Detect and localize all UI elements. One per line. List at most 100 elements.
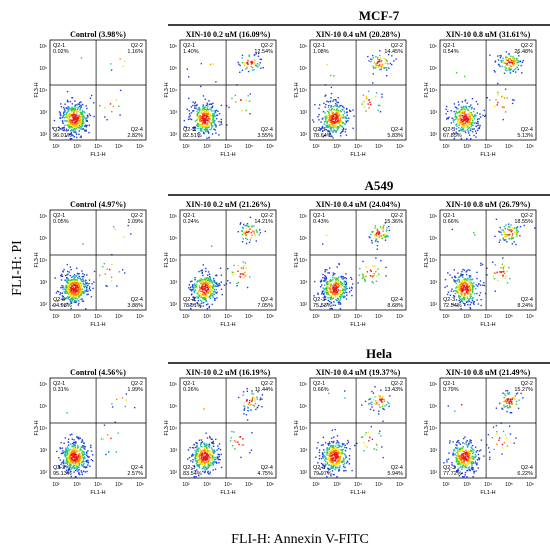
- data-point: [381, 235, 382, 236]
- data-point: [80, 460, 81, 461]
- data-point: [505, 63, 506, 64]
- data-point: [205, 282, 206, 283]
- data-point: [212, 63, 213, 64]
- data-point: [246, 66, 247, 67]
- data-point: [338, 97, 339, 98]
- data-point: [476, 299, 477, 300]
- data-point: [379, 105, 380, 106]
- data-point: [337, 278, 338, 279]
- data-point: [464, 123, 465, 124]
- data-point: [341, 446, 342, 447]
- data-point: [250, 217, 251, 218]
- data-point: [239, 65, 240, 66]
- data-point: [87, 115, 88, 116]
- data-point: [73, 118, 74, 119]
- data-point: [213, 280, 214, 281]
- data-point: [345, 129, 346, 130]
- data-point: [373, 275, 374, 276]
- x-tick-label: 10⁴: [484, 314, 492, 320]
- data-point: [72, 296, 73, 297]
- data-point: [71, 97, 72, 98]
- data-point: [89, 114, 90, 115]
- data-point: [374, 235, 375, 236]
- data-point: [375, 400, 376, 401]
- y-tick-label: 10²: [40, 132, 48, 138]
- data-point: [349, 458, 350, 459]
- data-point: [207, 103, 208, 104]
- data-point: [205, 131, 206, 132]
- data-point: [205, 111, 206, 112]
- data-point: [318, 114, 319, 115]
- data-point: [372, 266, 373, 267]
- data-point: [497, 102, 498, 103]
- data-point: [480, 292, 481, 293]
- data-point: [246, 243, 247, 244]
- data-point: [83, 463, 84, 464]
- data-point: [445, 279, 446, 280]
- data-point: [330, 118, 331, 119]
- data-point: [196, 443, 197, 444]
- quadrant-value: 78.64%: [313, 133, 332, 139]
- data-point: [337, 435, 338, 436]
- data-point: [335, 288, 336, 289]
- y-tick-label: 10⁴: [299, 258, 307, 264]
- data-point: [337, 106, 338, 107]
- data-point: [212, 449, 213, 450]
- data-point: [332, 430, 333, 431]
- data-point: [79, 465, 80, 466]
- y-tick-label: 10⁶: [169, 382, 177, 388]
- data-point: [329, 455, 330, 456]
- data-point: [333, 284, 334, 285]
- data-point: [331, 126, 332, 127]
- data-point: [471, 279, 472, 280]
- data-point: [246, 225, 247, 226]
- data-point: [242, 70, 243, 71]
- data-point: [192, 105, 193, 106]
- data-point: [506, 70, 507, 71]
- data-point: [341, 109, 342, 110]
- data-point: [464, 436, 465, 437]
- data-point: [82, 289, 83, 290]
- data-point: [77, 461, 78, 462]
- data-point: [344, 295, 345, 296]
- x-tick-label: 10⁵: [375, 314, 383, 320]
- data-point: [69, 289, 70, 290]
- data-point: [209, 436, 210, 437]
- data-point: [208, 446, 209, 447]
- data-point: [200, 291, 201, 292]
- data-point: [340, 294, 341, 295]
- plot-title: XIN-10 0.2 uM (16.19%): [186, 368, 271, 377]
- data-point: [216, 292, 217, 293]
- data-point: [211, 281, 212, 282]
- data-point: [458, 127, 459, 128]
- data-point: [208, 467, 209, 468]
- data-point: [462, 473, 463, 474]
- data-point: [93, 102, 94, 103]
- data-point: [64, 114, 65, 115]
- data-point: [75, 287, 76, 288]
- data-point: [238, 397, 239, 398]
- data-point: [213, 278, 214, 279]
- data-point: [208, 125, 209, 126]
- plot-title: XIN-10 0.4 uM (19.37%): [316, 368, 401, 377]
- data-point: [204, 464, 205, 465]
- data-point: [206, 285, 207, 286]
- data-point: [243, 232, 244, 233]
- data-point: [260, 232, 261, 233]
- data-point: [379, 50, 380, 51]
- data-point: [386, 227, 387, 228]
- data-point: [483, 282, 484, 283]
- data-point: [193, 444, 194, 445]
- data-point: [345, 284, 346, 285]
- data-point: [506, 68, 507, 69]
- data-point: [380, 111, 381, 112]
- data-point: [256, 397, 257, 398]
- data-point: [76, 459, 77, 460]
- data-point: [213, 120, 214, 121]
- data-point: [378, 232, 379, 233]
- data-point: [243, 267, 244, 268]
- data-point: [210, 297, 211, 298]
- data-point: [386, 61, 387, 62]
- data-point: [89, 279, 90, 280]
- data-point: [70, 269, 71, 270]
